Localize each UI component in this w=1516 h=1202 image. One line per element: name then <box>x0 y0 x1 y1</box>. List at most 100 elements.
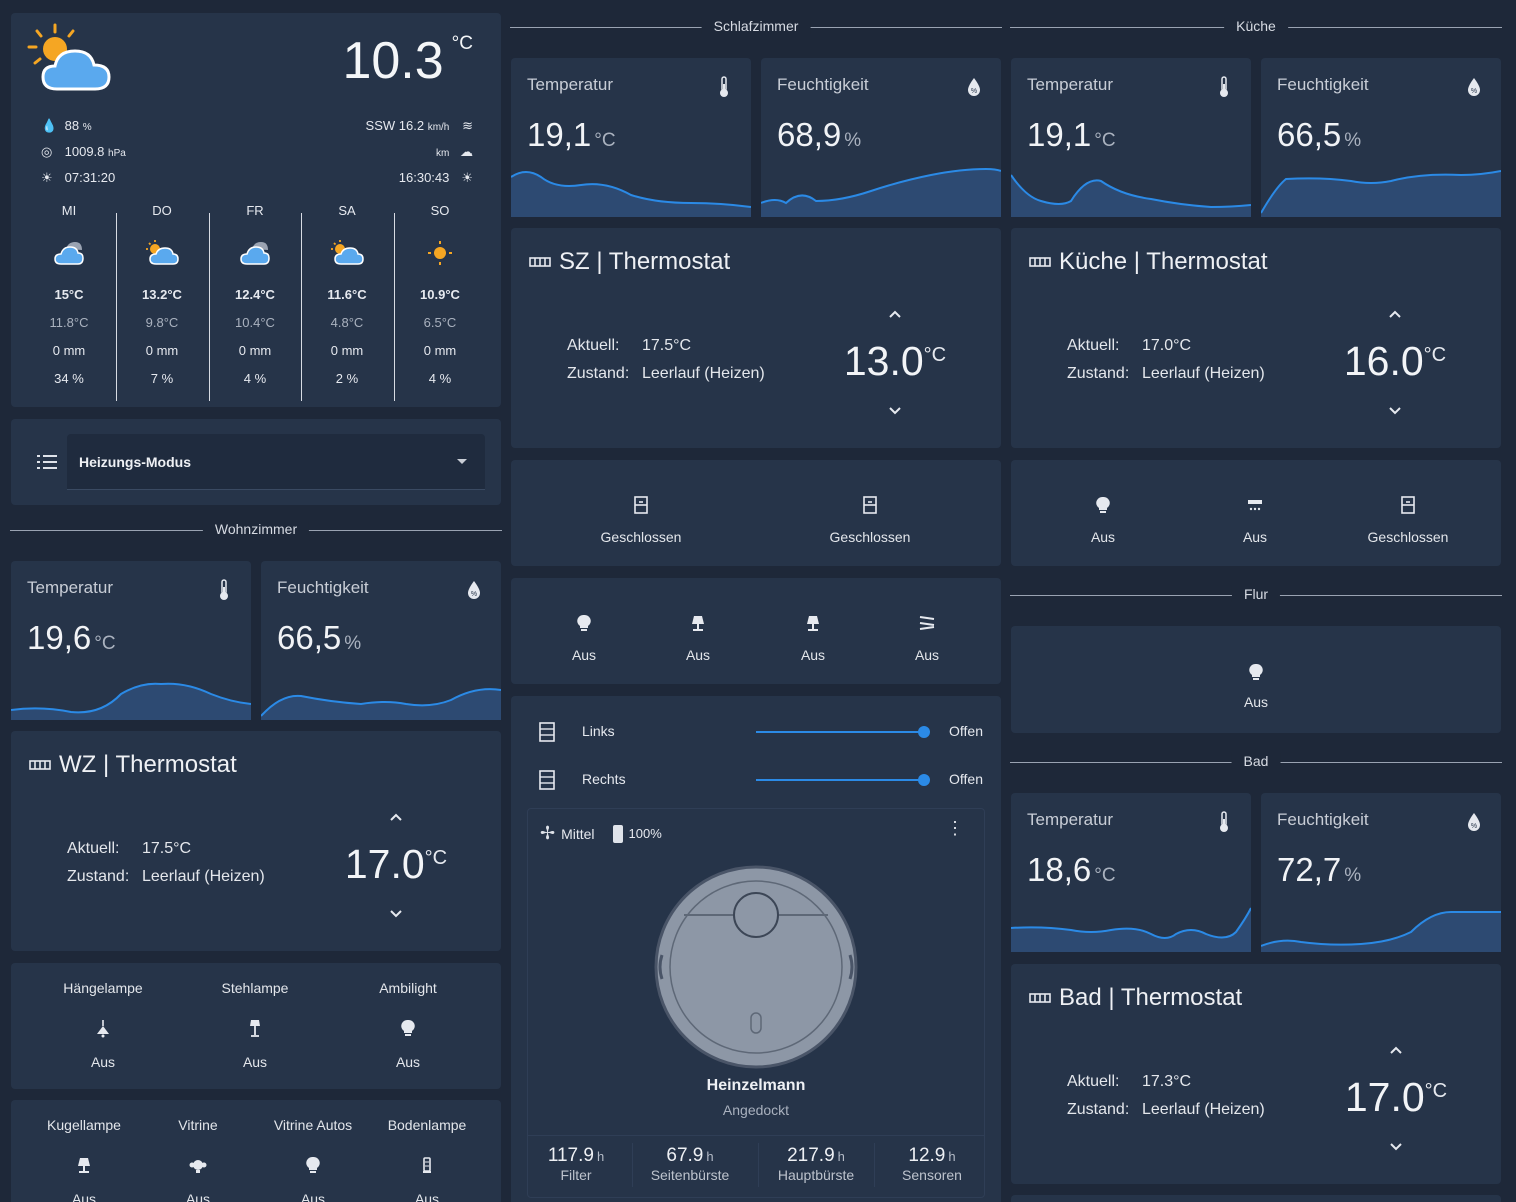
ku-temperature-card[interactable]: Temperatur 19,1 °C <box>1011 58 1251 217</box>
partly-cloudy-icon <box>146 240 179 265</box>
lava-lamp-icon <box>423 1157 431 1173</box>
bad-thermostat-card[interactable]: Bad | Thermostat Aktuell: 17.3°C Zustand:… <box>1011 964 1501 1184</box>
chandelier-icon <box>189 1160 207 1173</box>
pressure-row: ◎ 1009.8 hPa <box>41 140 126 166</box>
light-button[interactable]: Geschlossen <box>810 495 930 545</box>
light-button[interactable]: Kugellampe Aus <box>24 1117 144 1202</box>
light-button[interactable]: Geschlossen <box>1348 495 1468 545</box>
entity-state: Aus <box>571 647 597 663</box>
light-button[interactable]: Vitrine Autos Aus <box>253 1117 373 1202</box>
increase-temp-button[interactable] <box>1388 310 1402 319</box>
wz-temperature-card[interactable]: Temperatur 19,6 °C <box>11 561 251 720</box>
sz-temp-value: 19,1 °C <box>527 116 616 153</box>
wz-thermostat-card[interactable]: WZ | Thermostat Aktuell: 17.5°C Zustand: L… <box>11 731 501 951</box>
fan-speed[interactable]: Mittel <box>561 825 595 842</box>
window-closed-icon <box>634 496 648 514</box>
bad-hum-value: 72,7% <box>1277 851 1362 888</box>
wz-humidity-card[interactable]: Feuchtigkeit % 66,5% <box>261 561 501 720</box>
entity-state: Geschlossen <box>1367 529 1449 545</box>
forecast-low: 6.5°C <box>423 315 457 330</box>
light-button[interactable]: Geschlossen <box>581 495 701 545</box>
list-icon <box>37 455 57 469</box>
ceiling-light-icon <box>1248 500 1262 511</box>
water-percent-icon: % <box>968 78 980 96</box>
current-temp: 17.0°C <box>1142 337 1192 354</box>
entity-state: Aus <box>1242 529 1268 545</box>
flur-light-button[interactable]: Aus <box>1216 662 1296 710</box>
forecast-precip-chance: 2 % <box>335 371 359 386</box>
hvac-state: Leerlauf (Heizen) <box>1142 365 1265 382</box>
ku-entities-card: Aus Aus Geschlossen <box>1011 460 1501 566</box>
bad-humidity-card[interactable]: Feuchtigkeit % 72,7% <box>1261 793 1501 952</box>
light-button[interactable]: Aus <box>867 613 987 663</box>
entity-name: Vitrine Autos <box>273 1117 353 1133</box>
sz-temperature-card[interactable]: Temperatur 19,1 °C <box>511 58 751 217</box>
increase-temp-button[interactable] <box>389 813 403 822</box>
hvac-state: Leerlauf (Heizen) <box>142 868 265 885</box>
forecast-precip: 0 mm <box>238 343 272 358</box>
more-menu-icon[interactable]: ⋮ <box>946 818 964 838</box>
cover-state: Offen <box>949 771 983 787</box>
svg-text:%: % <box>1471 823 1477 830</box>
sz-thermostat-card[interactable]: SZ | Thermostat Aktuell: 17.5°C Zustand: L… <box>511 228 1001 448</box>
forecast-low: 11.8°C <box>49 315 89 330</box>
led-strip-icon <box>919 616 935 630</box>
current-temp: 17.5°C <box>142 840 192 857</box>
forecast-divider <box>116 213 117 401</box>
vacuum-card[interactable]: ✢ Mittel 100% ⋮ Heinzelmann Angedockt 11… <box>527 808 985 1198</box>
light-button[interactable]: Aus <box>524 613 644 663</box>
wz-lights-card-1: Hängelampe Aus Stehlampe Aus Ambilight Aus <box>11 963 501 1089</box>
ku-humidity-card[interactable]: Feuchtigkeit % 66,5% <box>1261 58 1501 217</box>
entity-name: Ambilight <box>379 980 437 996</box>
decrease-temp-button[interactable] <box>1389 1142 1403 1151</box>
entity-state: Aus <box>242 1054 268 1070</box>
heating-mode-select[interactable]: Heizungs-Modus <box>67 434 485 490</box>
decrease-temp-button[interactable] <box>1388 406 1402 415</box>
sz-humidity-card[interactable]: Feuchtigkeit % 68,9% <box>761 58 1001 217</box>
increase-temp-button[interactable] <box>888 310 902 319</box>
thermometer-icon <box>1220 76 1228 97</box>
light-button[interactable]: Vitrine Aus <box>138 1117 258 1202</box>
light-button[interactable]: Bodenlampe Aus <box>367 1117 487 1202</box>
entity-state: Aus <box>1090 529 1116 545</box>
slider-thumb[interactable] <box>918 774 930 786</box>
svg-text:%: % <box>971 88 977 95</box>
decrease-temp-button[interactable] <box>888 406 902 415</box>
light-button[interactable]: Aus <box>1195 495 1315 545</box>
heating-mode-label: Heizungs-Modus <box>79 454 191 470</box>
forecast-low: 10.4°C <box>235 315 275 330</box>
cover-position-slider[interactable] <box>756 726 930 738</box>
lightbulb-icon <box>577 614 591 631</box>
sz-hum-value: 68,9% <box>777 116 862 153</box>
increase-temp-button[interactable] <box>1389 1046 1403 1055</box>
forecast-high: 10.9°C <box>420 287 460 302</box>
forecast-day-name: MI <box>61 203 77 218</box>
entity-name: Hängelampe <box>63 980 143 996</box>
forecast-day-name: FR <box>246 203 264 218</box>
cover-position-slider[interactable] <box>756 774 930 786</box>
target-temp: 17.0 <box>344 841 425 887</box>
light-button[interactable]: Stehlampe Aus <box>195 980 315 1070</box>
section-schlafzimmer: Schlafzimmer <box>510 18 1002 38</box>
forecast-precip: 0 mm <box>423 343 457 358</box>
light-button[interactable]: Hängelampe Aus <box>43 980 163 1070</box>
forecast-precip: 0 mm <box>52 343 86 358</box>
entity-state: Aus <box>185 1191 211 1202</box>
light-button[interactable]: Aus <box>638 613 758 663</box>
slider-thumb[interactable] <box>918 726 930 738</box>
cover-name: Links <box>582 723 615 739</box>
current-temp: 17.5°C <box>642 337 692 354</box>
light-button[interactable]: Aus <box>753 613 873 663</box>
humidity-row: 💧 88 % <box>41 114 126 140</box>
bad-temperature-card[interactable]: Temperatur 18,6 °C <box>1011 793 1251 952</box>
light-button[interactable]: Aus <box>1043 495 1163 545</box>
thermostat-title: WZ | Thermostat <box>59 751 237 778</box>
partly-cloudy-icon <box>331 240 364 265</box>
cover-name: Rechts <box>582 771 626 787</box>
decrease-temp-button[interactable] <box>389 909 403 918</box>
desk-lamp-icon <box>78 1158 90 1173</box>
sunset-row: 16:30:43 ☀ <box>366 166 473 190</box>
weather-card[interactable]: 10.3 °C 💧 88 % ◎ 1009.8 hPa ☀ 07:31:20 SS… <box>11 13 501 407</box>
light-button[interactable]: Ambilight Aus <box>348 980 468 1070</box>
ku-thermostat-card[interactable]: Küche | Thermostat Aktuell: 17.0°C Zustan… <box>1011 228 1501 448</box>
